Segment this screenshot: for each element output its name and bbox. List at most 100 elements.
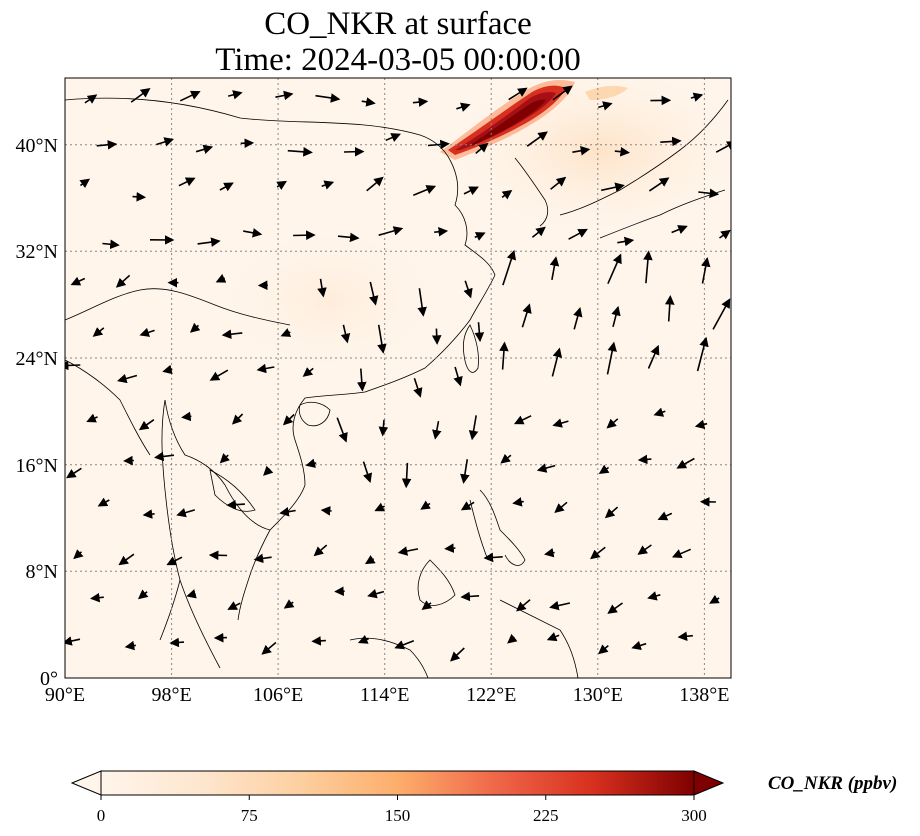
wind-arrow (96, 140, 118, 150)
map-time-subtitle: Time: 2024-03-05 00:00:00 (215, 42, 581, 78)
wind-arrow (657, 511, 673, 521)
wind-arrow (483, 552, 503, 563)
colorbar-tick-label: 0 (97, 806, 106, 825)
wind-arrow (508, 87, 528, 101)
wind-arrow (279, 506, 296, 517)
haze-south-china (210, 220, 450, 380)
wind-arrow (512, 497, 524, 507)
wind-arrow (124, 640, 136, 651)
wind-arrow (536, 463, 556, 473)
wind-arrow (696, 336, 709, 372)
wind-arrow (507, 633, 518, 644)
wind-vectors (65, 85, 731, 662)
wind-arrow (243, 228, 263, 238)
wind-arrow (186, 589, 197, 599)
wind-arrow (369, 281, 379, 306)
wind-arrow (176, 508, 196, 518)
colorbar-label: CO_NKR (ppbv) (768, 773, 897, 794)
wind-arrow (614, 146, 630, 157)
wind-arrow (637, 544, 652, 555)
wind-arrow (427, 139, 450, 150)
wind-arrow (189, 322, 201, 333)
wind-arrow (453, 366, 463, 387)
wind-arrow (132, 192, 147, 202)
lon-tick-label: 138°E (679, 684, 729, 706)
wind-arrow (450, 647, 465, 662)
wind-arrow (179, 90, 201, 102)
lon-axis: 90°E 98°E 106°E 114°E 122°E 130°E 138°E (45, 684, 730, 706)
wind-arrow (500, 453, 512, 464)
wind-arrow (709, 594, 720, 604)
wind-arrow (412, 97, 429, 107)
wind-arrow (90, 592, 104, 603)
wind-arrow (263, 465, 274, 476)
wind-arrow (311, 636, 326, 646)
lon-tick-label: 98°E (151, 684, 191, 706)
wind-arrow (712, 298, 731, 330)
wind-arrow (221, 329, 243, 339)
wind-arrow (463, 280, 473, 299)
wind-arrow (413, 377, 423, 398)
wind-arrow (631, 640, 647, 651)
wind-arrow (357, 368, 367, 392)
wind-arrow (65, 636, 81, 646)
wind-arrow (130, 88, 151, 103)
wind-arrow (162, 364, 173, 375)
wind-arrow (364, 555, 376, 565)
wind-arrow (305, 458, 317, 468)
wind-arrow (546, 632, 560, 642)
wind-arrow (253, 553, 272, 564)
wind-arrow (282, 413, 295, 426)
wind-arrow (432, 421, 442, 440)
wind-arrow (283, 599, 295, 609)
wind-arrow (463, 186, 479, 196)
colorbar-extend-min (70, 770, 102, 796)
haze-northeast (440, 78, 731, 240)
wind-arrow (102, 239, 120, 250)
wind-arrow (343, 146, 365, 157)
wind-arrow (550, 176, 567, 190)
wind-arrow (231, 413, 244, 425)
wind-arrow (604, 506, 619, 519)
wind-arrow (676, 457, 695, 469)
colorbar: 0 75 150 225 300 CO_NKR (ppbv) (70, 770, 897, 825)
lat-tick-label: 0° (40, 668, 58, 690)
wind-arrow (431, 328, 442, 345)
colorbar-tick-label: 75 (241, 806, 258, 825)
wind-arrow (598, 101, 613, 111)
wind-arrow (293, 230, 316, 240)
wind-arrow (677, 631, 693, 642)
wind-arrow (117, 373, 138, 384)
lat-tick-label: 32°N (16, 241, 58, 263)
wind-arrow (551, 347, 563, 377)
wind-arrow (361, 97, 376, 107)
map-title: CO_NKR at surface (264, 6, 532, 42)
wind-arrow (648, 177, 670, 192)
wind-arrow (340, 324, 351, 344)
wind-arrow (280, 328, 292, 337)
wind-arrow (690, 92, 704, 102)
colorbar-gradient (100, 770, 695, 796)
wind-arrow (84, 94, 98, 104)
wind-arrow (357, 634, 370, 644)
wind-arrow (420, 500, 431, 510)
wind-arrow (378, 226, 404, 236)
wind-arrow (647, 344, 660, 369)
wind-arrow (92, 327, 105, 337)
wind-arrow (568, 228, 588, 240)
wind-arrow (219, 182, 234, 192)
map-area (65, 78, 731, 678)
wind-arrow (526, 131, 548, 147)
wind-arrow (397, 546, 419, 556)
wind-arrow (313, 544, 328, 557)
wind-arrow (552, 85, 573, 101)
wind-arrow (275, 90, 294, 101)
wind-arrow (460, 501, 475, 511)
wind-arrow (337, 232, 360, 243)
wind-arrow (166, 556, 183, 566)
wind-arrow (598, 644, 609, 655)
wind-arrow (367, 589, 385, 599)
wind-arrow (671, 225, 688, 234)
wind-arrow (417, 288, 427, 317)
